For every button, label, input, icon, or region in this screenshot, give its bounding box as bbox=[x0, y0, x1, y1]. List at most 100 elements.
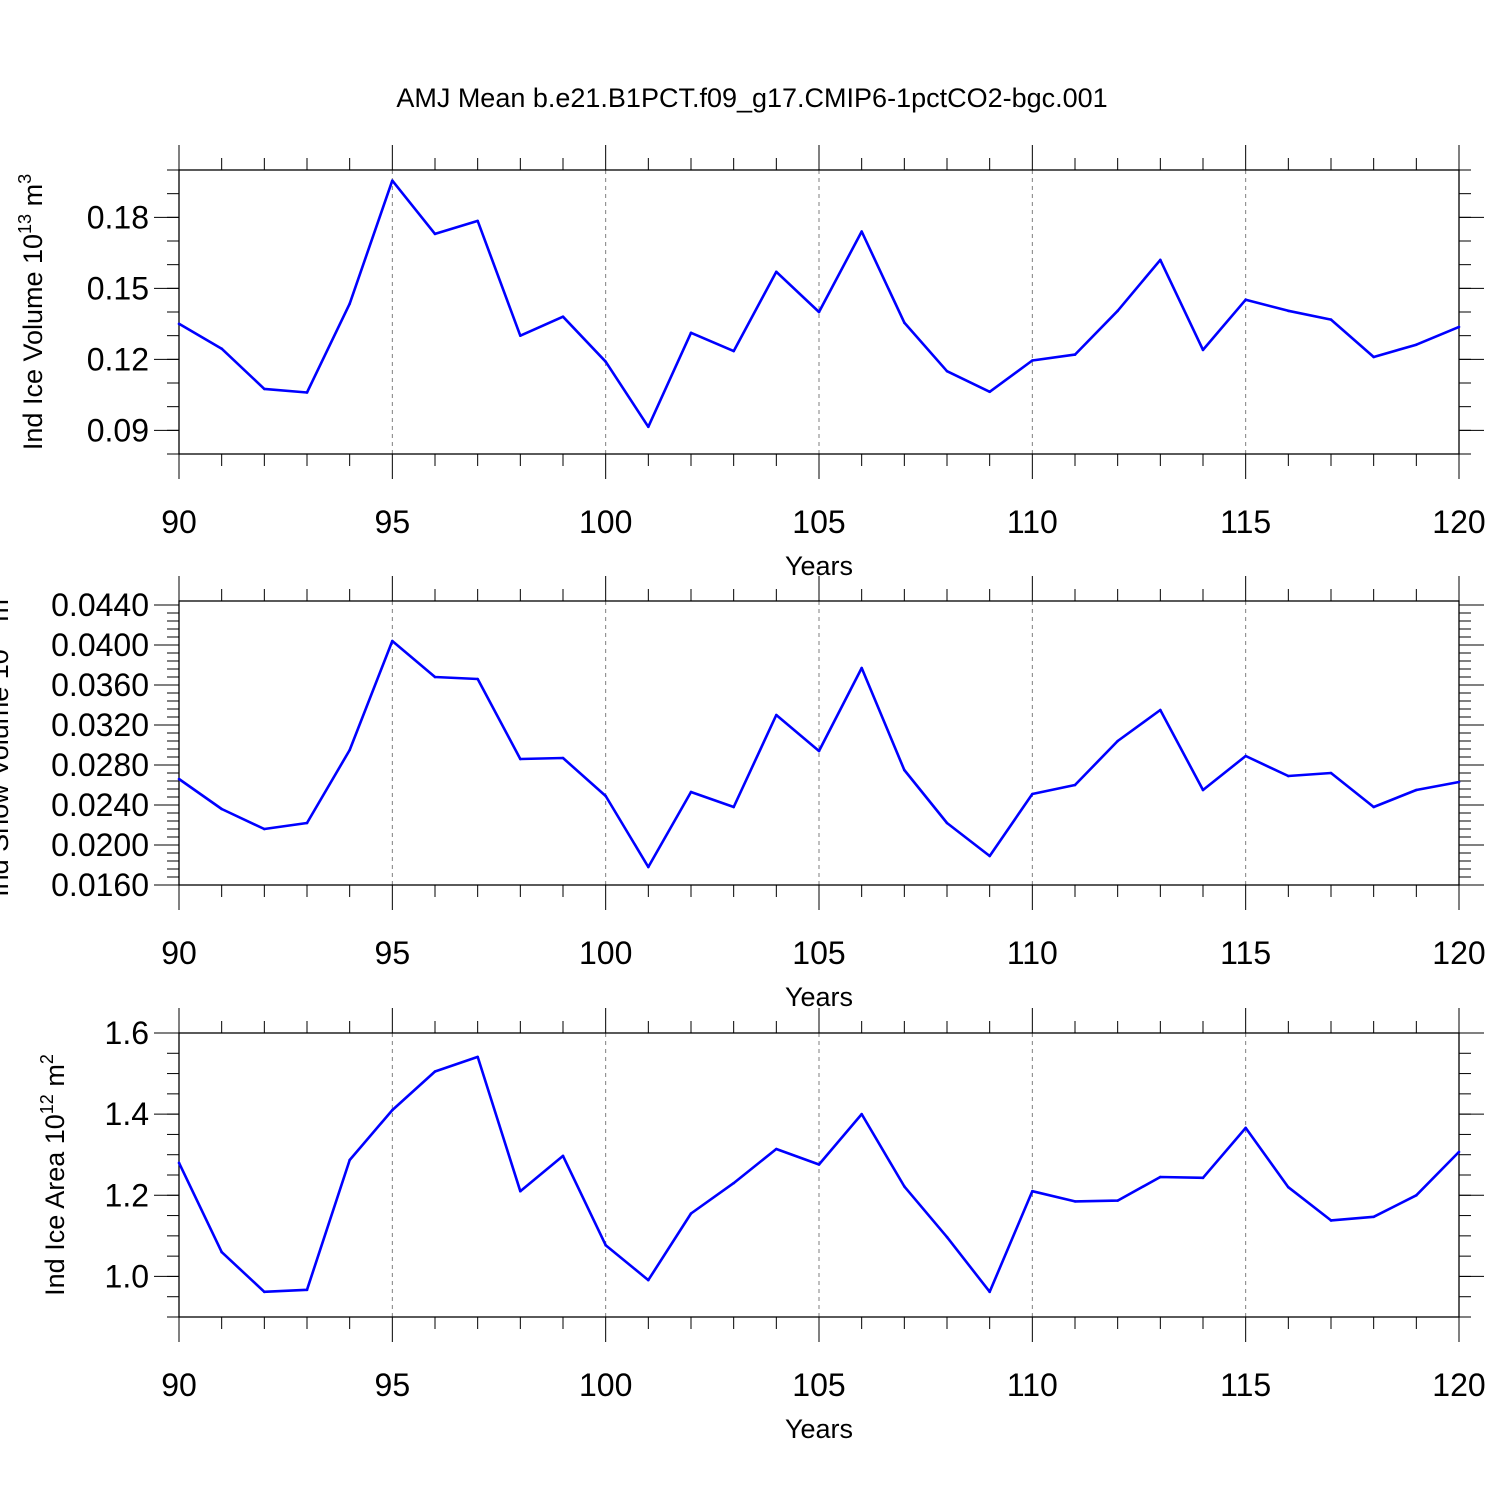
x-tick-label: 100 bbox=[579, 1367, 632, 1403]
y-tick-label: 0.0280 bbox=[51, 747, 149, 783]
data-point bbox=[1116, 1199, 1119, 1202]
data-point bbox=[689, 331, 693, 335]
data-point bbox=[860, 230, 863, 233]
data-point bbox=[945, 1235, 949, 1239]
data-point bbox=[1244, 754, 1247, 758]
panels: 90 95 100 105 110 115 120 Years 0.09 0.12 0.15 0.18… bbox=[0, 145, 1486, 1444]
y-tick-label: 0.0440 bbox=[51, 587, 149, 623]
y-axis-title-exponent: 2 bbox=[37, 1054, 57, 1064]
x-tick-label: 115 bbox=[1220, 935, 1271, 971]
data-point bbox=[391, 179, 394, 182]
data-point bbox=[604, 794, 607, 798]
data-point bbox=[177, 1161, 181, 1165]
data-point bbox=[732, 805, 735, 809]
data-point bbox=[1287, 1185, 1290, 1189]
data-point bbox=[263, 1290, 266, 1294]
x-tick-label: 90 bbox=[161, 935, 197, 971]
data-point bbox=[519, 334, 522, 337]
data-point bbox=[817, 310, 821, 314]
data-point bbox=[988, 1290, 991, 1294]
y-axis-title-exponent: 13 bbox=[0, 629, 1, 649]
data-point bbox=[860, 666, 863, 670]
y-tick-label: 0.0200 bbox=[51, 827, 149, 863]
data-point bbox=[433, 675, 437, 679]
data-point bbox=[988, 390, 991, 394]
panel-1: 90 95 100 105 110 115 120Years0.090.120.150.18… bbox=[15, 145, 1486, 581]
data-point bbox=[945, 369, 949, 373]
y-axis-title-unit: m bbox=[18, 184, 48, 214]
data-point bbox=[1329, 1219, 1333, 1222]
y-tick-label: 0.15 bbox=[87, 270, 149, 306]
x-tick-label: 95 bbox=[375, 1367, 411, 1403]
x-tick-label: 110 bbox=[1007, 935, 1058, 971]
data-point bbox=[775, 270, 778, 274]
data-point bbox=[1457, 780, 1461, 784]
data-point bbox=[220, 347, 223, 350]
data-point bbox=[689, 1212, 693, 1215]
data-point bbox=[903, 768, 906, 772]
y-axis-title-exponent: 12 bbox=[37, 1094, 57, 1114]
data-point bbox=[561, 315, 565, 319]
data-point bbox=[1201, 1176, 1205, 1180]
data-point bbox=[1415, 788, 1418, 792]
data-point bbox=[817, 749, 821, 753]
x-tick-label: 115 bbox=[1220, 504, 1271, 540]
data-point bbox=[1457, 325, 1461, 329]
data-point bbox=[988, 854, 991, 858]
data-point bbox=[263, 387, 266, 391]
data-point bbox=[1372, 1215, 1375, 1219]
x-tick-label: 90 bbox=[161, 504, 197, 540]
data-point bbox=[476, 677, 479, 681]
y-tick-label: 0.18 bbox=[87, 199, 149, 235]
data-point bbox=[391, 1108, 394, 1112]
data-point bbox=[1287, 309, 1290, 313]
data-point bbox=[1415, 1193, 1418, 1197]
y-axis-title: Ind Ice Volume 1013 m3 bbox=[15, 174, 48, 450]
data-point bbox=[433, 232, 437, 236]
data-point bbox=[220, 807, 223, 811]
y-tick-label: 1.0 bbox=[105, 1258, 149, 1294]
data-point bbox=[1329, 318, 1333, 321]
data-point bbox=[1159, 258, 1162, 262]
data-point bbox=[860, 1112, 863, 1116]
y-tick-label: 0.0240 bbox=[51, 787, 149, 823]
data-point bbox=[1031, 1189, 1034, 1193]
data-point bbox=[1287, 774, 1290, 778]
data-point bbox=[348, 748, 351, 752]
data-point bbox=[1329, 771, 1333, 775]
data-point bbox=[1031, 359, 1034, 362]
y-axis-title-unit: m bbox=[0, 599, 14, 629]
data-point bbox=[903, 1185, 906, 1188]
data-point bbox=[647, 865, 650, 869]
y-tick-label: 0.0160 bbox=[51, 867, 149, 903]
data-point bbox=[519, 757, 522, 761]
data-point bbox=[177, 777, 181, 781]
x-tick-label: 115 bbox=[1220, 1367, 1271, 1403]
y-axis-title-exponent: 3 bbox=[15, 174, 35, 184]
x-tick-label: 95 bbox=[375, 504, 411, 540]
data-point bbox=[348, 302, 351, 306]
x-tick-label: 90 bbox=[161, 1367, 197, 1403]
y-tick-label: 1.6 bbox=[105, 1015, 149, 1051]
data-point bbox=[775, 1147, 778, 1151]
x-tick-label: 110 bbox=[1007, 1367, 1058, 1403]
x-tick-label: 100 bbox=[579, 935, 632, 971]
panel-2: 90 95 100 105 110 115 120 Years 0.0160 0.0200 0.02… bbox=[0, 576, 1486, 1012]
data-point bbox=[1201, 348, 1205, 352]
y-axis-title-text: Ind Snow Volume 10 bbox=[0, 649, 14, 897]
data-point bbox=[561, 756, 565, 760]
panel-3: 90 95 100 105 110 115 120 Years 1.0 1.2 1.4 1.6 Ind … bbox=[37, 1008, 1486, 1444]
y-tick-label: 1.2 bbox=[105, 1177, 149, 1213]
data-point bbox=[348, 1158, 351, 1162]
data-point bbox=[519, 1189, 522, 1193]
y-axis-title-exponent: 3 bbox=[0, 589, 1, 599]
y-tick-label: 0.0400 bbox=[51, 627, 149, 663]
data-point bbox=[305, 821, 309, 825]
data-point bbox=[561, 1154, 565, 1158]
y-tick-label: 0.12 bbox=[87, 341, 149, 377]
data-point bbox=[1159, 708, 1162, 712]
data-point bbox=[903, 321, 906, 324]
y-axis-title: Ind Ice Area 1012 m2 bbox=[37, 1054, 70, 1296]
data-point bbox=[604, 360, 607, 364]
